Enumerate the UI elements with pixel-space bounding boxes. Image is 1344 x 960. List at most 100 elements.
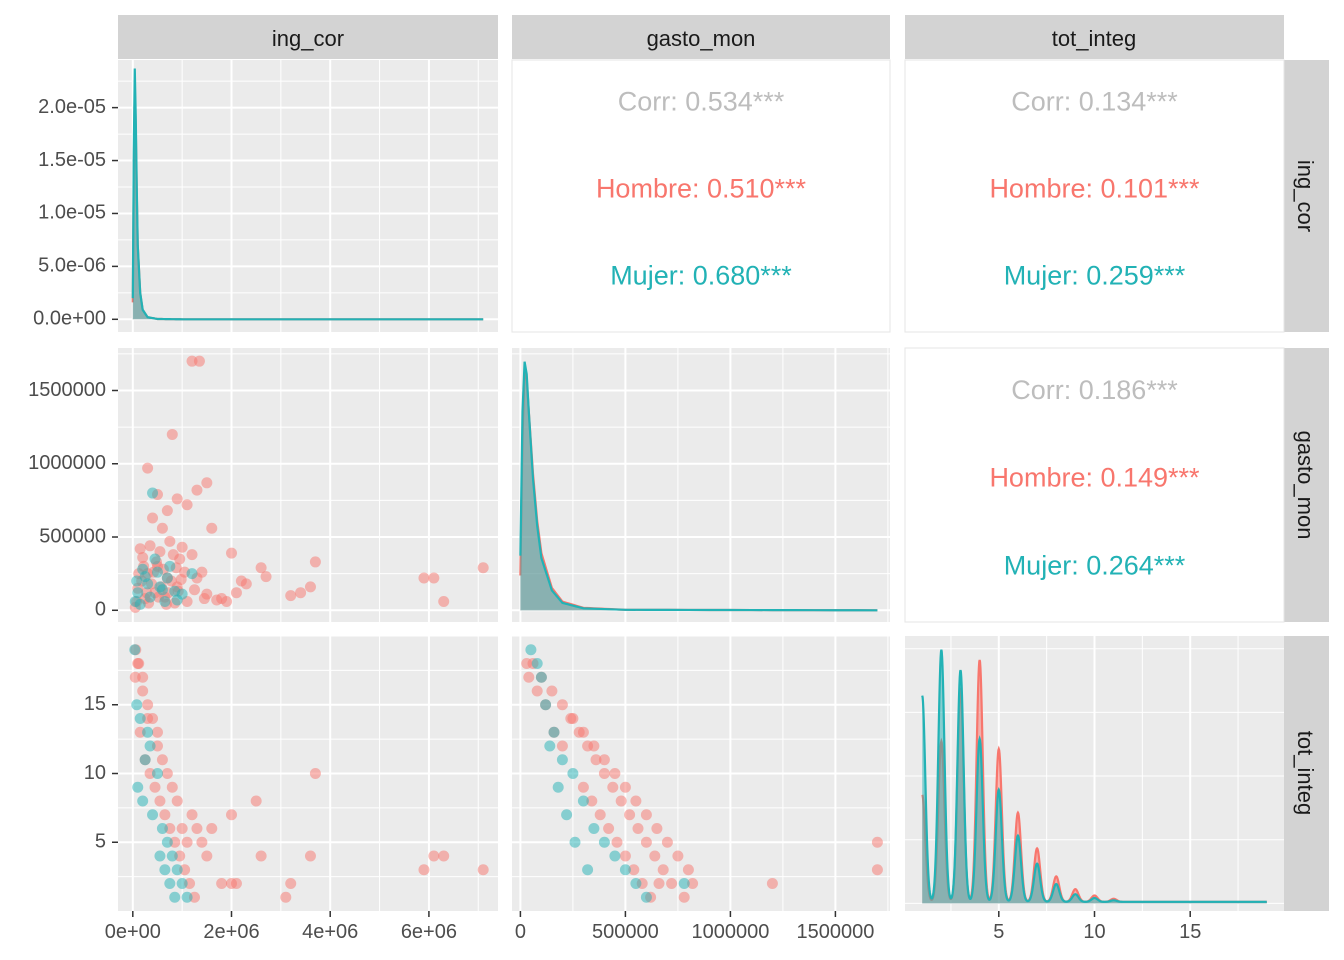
strip-top-tot-integ: [905, 15, 1284, 59]
scatter-ing-tot-point-mujer: [166, 850, 178, 862]
scatter-gasto-tot-point-hombre: [678, 891, 690, 903]
scatter-ing-tot-point-mujer: [137, 795, 149, 807]
scatter-ing-tot-point-hombre: [159, 809, 171, 821]
scatter-gasto-tot-point-mujer: [678, 878, 690, 889]
scatter-gasto-tot-point-hombre: [556, 699, 568, 711]
y-tick-label-0: 5.0e-06: [38, 255, 106, 277]
scatter-gasto-tot-point-hombre: [582, 740, 594, 752]
scatter-ing-gasto-point-hombre: [230, 587, 242, 599]
scatter-ing-tot-point-hombre: [226, 809, 238, 821]
scatter-ing-tot-point-hombre: [154, 795, 166, 807]
x-tick-label-0: 6e+06: [401, 921, 457, 943]
scatter-ing-tot-point-mujer: [134, 713, 146, 724]
y-tick-label-1: 1000000: [28, 452, 106, 474]
scatter-ing-tot-point-hombre: [166, 781, 178, 793]
scatter-gasto-tot-point-hombre: [653, 878, 665, 889]
scatter-ing-tot-point-hombre: [250, 795, 262, 807]
scatter-ing-tot-point-hombre: [255, 850, 267, 862]
scatter-ing-tot-point-mujer: [139, 754, 151, 766]
scatter-ing-gasto-point-mujer: [134, 598, 146, 610]
scatter-ing-gasto-point-hombre: [186, 549, 198, 561]
scatter-ing-tot-point-mujer: [154, 850, 166, 862]
scatter-ing-gasto-point-mujer: [144, 591, 156, 603]
corr-panel-0: [511, 59, 891, 333]
x-tick-label-0: 0e+00: [105, 921, 161, 943]
scatter-ing-gasto-point-hombre: [176, 541, 188, 553]
scatter-ing-gasto-point-hombre: [428, 572, 440, 584]
scatter-gasto-tot-point-hombre: [624, 809, 636, 821]
scatter-ing-tot-point-hombre: [133, 658, 145, 669]
scatter-ing-tot-point-mujer: [159, 864, 171, 876]
x-tick-label-2: 10: [1083, 921, 1105, 943]
scatter-ing-tot-point-hombre: [171, 795, 183, 807]
scatter-gasto-tot-point-mujer: [535, 671, 547, 683]
density-ing-cor-bg: [118, 60, 498, 332]
scatter-ing-gasto-point-mujer: [186, 568, 198, 580]
strip-label-right-tot-integ: tot_integ: [1293, 731, 1318, 815]
scatter-gasto-tot-point-hombre: [598, 754, 610, 766]
scatter-ing-gasto-point-hombre: [309, 556, 321, 568]
scatter-ing-gasto-point-mujer: [149, 553, 161, 565]
scatter-ing-tot-point-mujer: [151, 768, 163, 779]
scatter-ing-tot-point-hombre: [186, 809, 198, 821]
scatter-ing-gasto-point-mujer: [131, 575, 143, 587]
scatter-gasto-tot-point-mujer: [548, 726, 560, 738]
scatter-gasto-tot-point-hombre: [657, 864, 669, 876]
x-tick-label-1: 1000000: [691, 921, 769, 943]
corr-text-overall: Corr: 0.186***: [1011, 375, 1178, 405]
corr-text-overall: Corr: 0.534***: [618, 87, 785, 117]
scatter-gasto-tot-point-mujer: [531, 658, 543, 669]
scatter-ing-tot-point-hombre: [142, 699, 154, 711]
corr-text-overall: Corr: 0.134***: [1011, 87, 1178, 117]
corr-panel-2: [904, 347, 1285, 623]
scatter-gasto-tot-point-hombre: [565, 713, 577, 724]
scatter-gasto-tot-point-mujer: [630, 878, 642, 889]
scatter-gasto-tot-point-hombre: [598, 768, 610, 779]
scatter-gasto-tot-point-mujer: [598, 836, 610, 848]
density-ing-cor-line-mujer: [131, 68, 484, 321]
corr-text-mujer: Mujer: 0.680***: [610, 261, 792, 291]
x-tick-label-1: 1500000: [796, 921, 874, 943]
scatter-ing-gasto-point-hombre: [221, 595, 233, 607]
scatter-gasto-tot-point-mujer: [588, 823, 600, 834]
scatter-ing-gasto-point-mujer: [132, 587, 144, 599]
scatter-gasto-tot-point-mujer: [561, 809, 573, 821]
scatter-ing-tot-point-hombre: [137, 671, 149, 683]
density-tot-integ-line-mujer: [921, 649, 1267, 903]
scatter-gasto-tot-point-hombre: [546, 685, 558, 697]
x-tick-label-2: 5: [993, 921, 1004, 943]
scatter-ing-tot-point-hombre: [280, 891, 292, 903]
scatter-ing-gasto-point-hombre: [260, 571, 272, 583]
scatter-gasto-tot-point-hombre: [661, 836, 673, 848]
y-tick-label-0: 1.0e-05: [38, 202, 106, 224]
scatter-ing-tot-point-hombre: [206, 823, 218, 834]
scatter-ing-tot-point-mujer: [171, 864, 183, 876]
scatter-gasto-tot-point-hombre: [871, 864, 883, 876]
corr-text-hombre: Hombre: 0.149***: [989, 463, 1200, 493]
y-tick-label-1: 1500000: [28, 379, 106, 401]
scatter-gasto-tot-point-hombre: [590, 754, 602, 766]
strip-right-gasto-mon: [1284, 348, 1329, 622]
scatter-ing-gasto-point-hombre: [164, 535, 176, 547]
scatter-gasto-tot-point-hombre: [603, 823, 615, 834]
scatter-ing-gasto-point-mujer: [154, 581, 166, 593]
scatter-ing-tot-point-mujer: [156, 823, 168, 834]
scatter-ing-gasto-point-hombre: [188, 584, 200, 596]
strip-top-ing-cor: [118, 15, 498, 59]
scatter-ing-tot-point-hombre: [181, 836, 193, 848]
scatter-ing-gasto-point-hombre: [206, 522, 218, 534]
corr-text-mujer: Mujer: 0.259***: [1004, 261, 1186, 291]
scatter-gasto-tot-point-mujer: [552, 781, 564, 793]
scatter-gasto-tot-point-mujer: [577, 795, 589, 807]
scatter-gasto-tot-point-hombre: [871, 836, 883, 848]
scatter-gasto-tot-point-mujer: [544, 740, 556, 752]
scatter-gasto-tot-point-mujer: [525, 644, 537, 656]
strip-top-gasto-mon: [512, 15, 890, 59]
scatter-ing-tot-point-mujer: [161, 836, 173, 848]
scatter-ing-tot-point-hombre: [137, 685, 149, 697]
scatter-ing-gasto-point-hombre: [226, 547, 238, 559]
scatter-gasto-tot-point-hombre: [766, 878, 778, 889]
scatter-ing-tot-point-hombre: [149, 781, 161, 793]
scatter-ing-gasto-point-hombre: [304, 581, 316, 593]
